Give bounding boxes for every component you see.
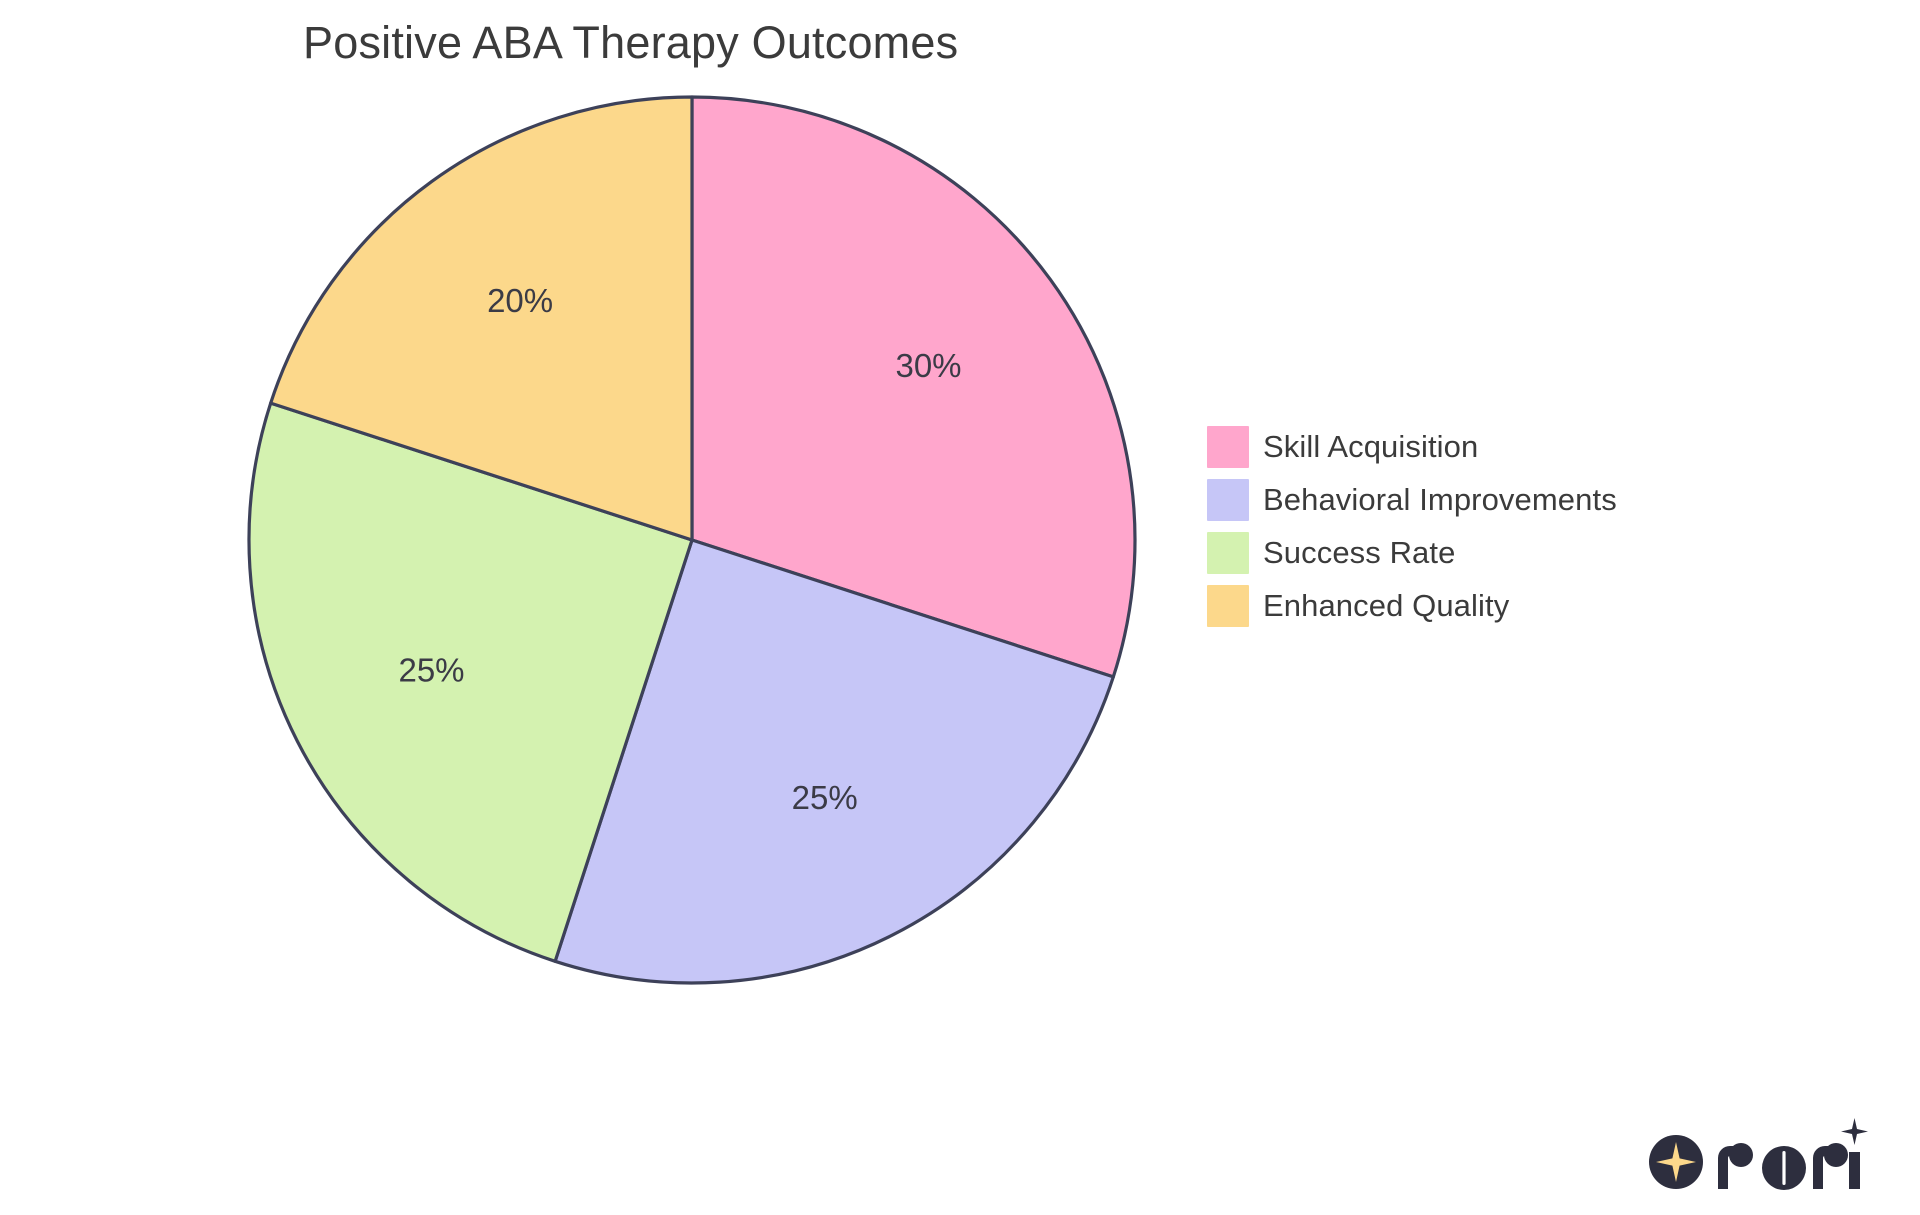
rori-logo: [1648, 1118, 1870, 1194]
logo-letter-r2-dot-icon: [1824, 1143, 1848, 1167]
legend-swatch-icon: [1207, 426, 1249, 468]
legend-swatch-icon: [1207, 532, 1249, 574]
logo-letter-r-dot-icon: [1729, 1143, 1753, 1167]
pie-slice-label: 25%: [398, 651, 464, 688]
page-title: Positive ABA Therapy Outcomes: [303, 17, 959, 68]
sparkle-star-icon: [1656, 1142, 1696, 1182]
pie-slice-label: 30%: [895, 347, 961, 384]
logo-letter-r-icon: [1718, 1146, 1734, 1189]
legend-item-label: Behavioral Improvements: [1263, 482, 1617, 517]
legend-item[interactable]: Behavioral Improvements: [1207, 479, 1617, 521]
pie-chart-svg: 30% 25% 25% 20%: [247, 95, 1137, 985]
pie-slice-label: 20%: [487, 282, 553, 319]
logo-letter-o-icon: [1762, 1146, 1806, 1190]
pie-label-group: 30% 25% 25% 20%: [398, 282, 961, 816]
legend-item-label: Enhanced Quality: [1263, 588, 1510, 623]
legend-item-label: Success Rate: [1263, 535, 1456, 570]
legend-item[interactable]: Skill Acquisition: [1207, 426, 1617, 468]
pie-slice-group: [247, 95, 1137, 985]
logo-letter-r2-icon: [1813, 1146, 1829, 1189]
pie-slice[interactable]: [690, 95, 1137, 679]
pie-slice-label: 25%: [792, 779, 858, 816]
legend-item[interactable]: Success Rate: [1207, 532, 1617, 574]
rori-logo-svg: [1649, 1118, 1868, 1190]
pie-chart: 30% 25% 25% 20%: [247, 95, 1137, 985]
pie-slice[interactable]: [247, 401, 694, 963]
pie-slice[interactable]: [553, 538, 1115, 985]
logo-letter-i-icon: [1849, 1152, 1860, 1189]
logo-small-star-icon: [1841, 1118, 1868, 1145]
legend-swatch-icon: [1207, 479, 1249, 521]
legend-item[interactable]: Enhanced Quality: [1207, 585, 1617, 627]
pie-slice[interactable]: [269, 95, 694, 542]
legend-item-label: Skill Acquisition: [1263, 429, 1479, 464]
chart-legend: Skill Acquisition Behavioral Improvements…: [1207, 426, 1617, 627]
legend-swatch-icon: [1207, 585, 1249, 627]
